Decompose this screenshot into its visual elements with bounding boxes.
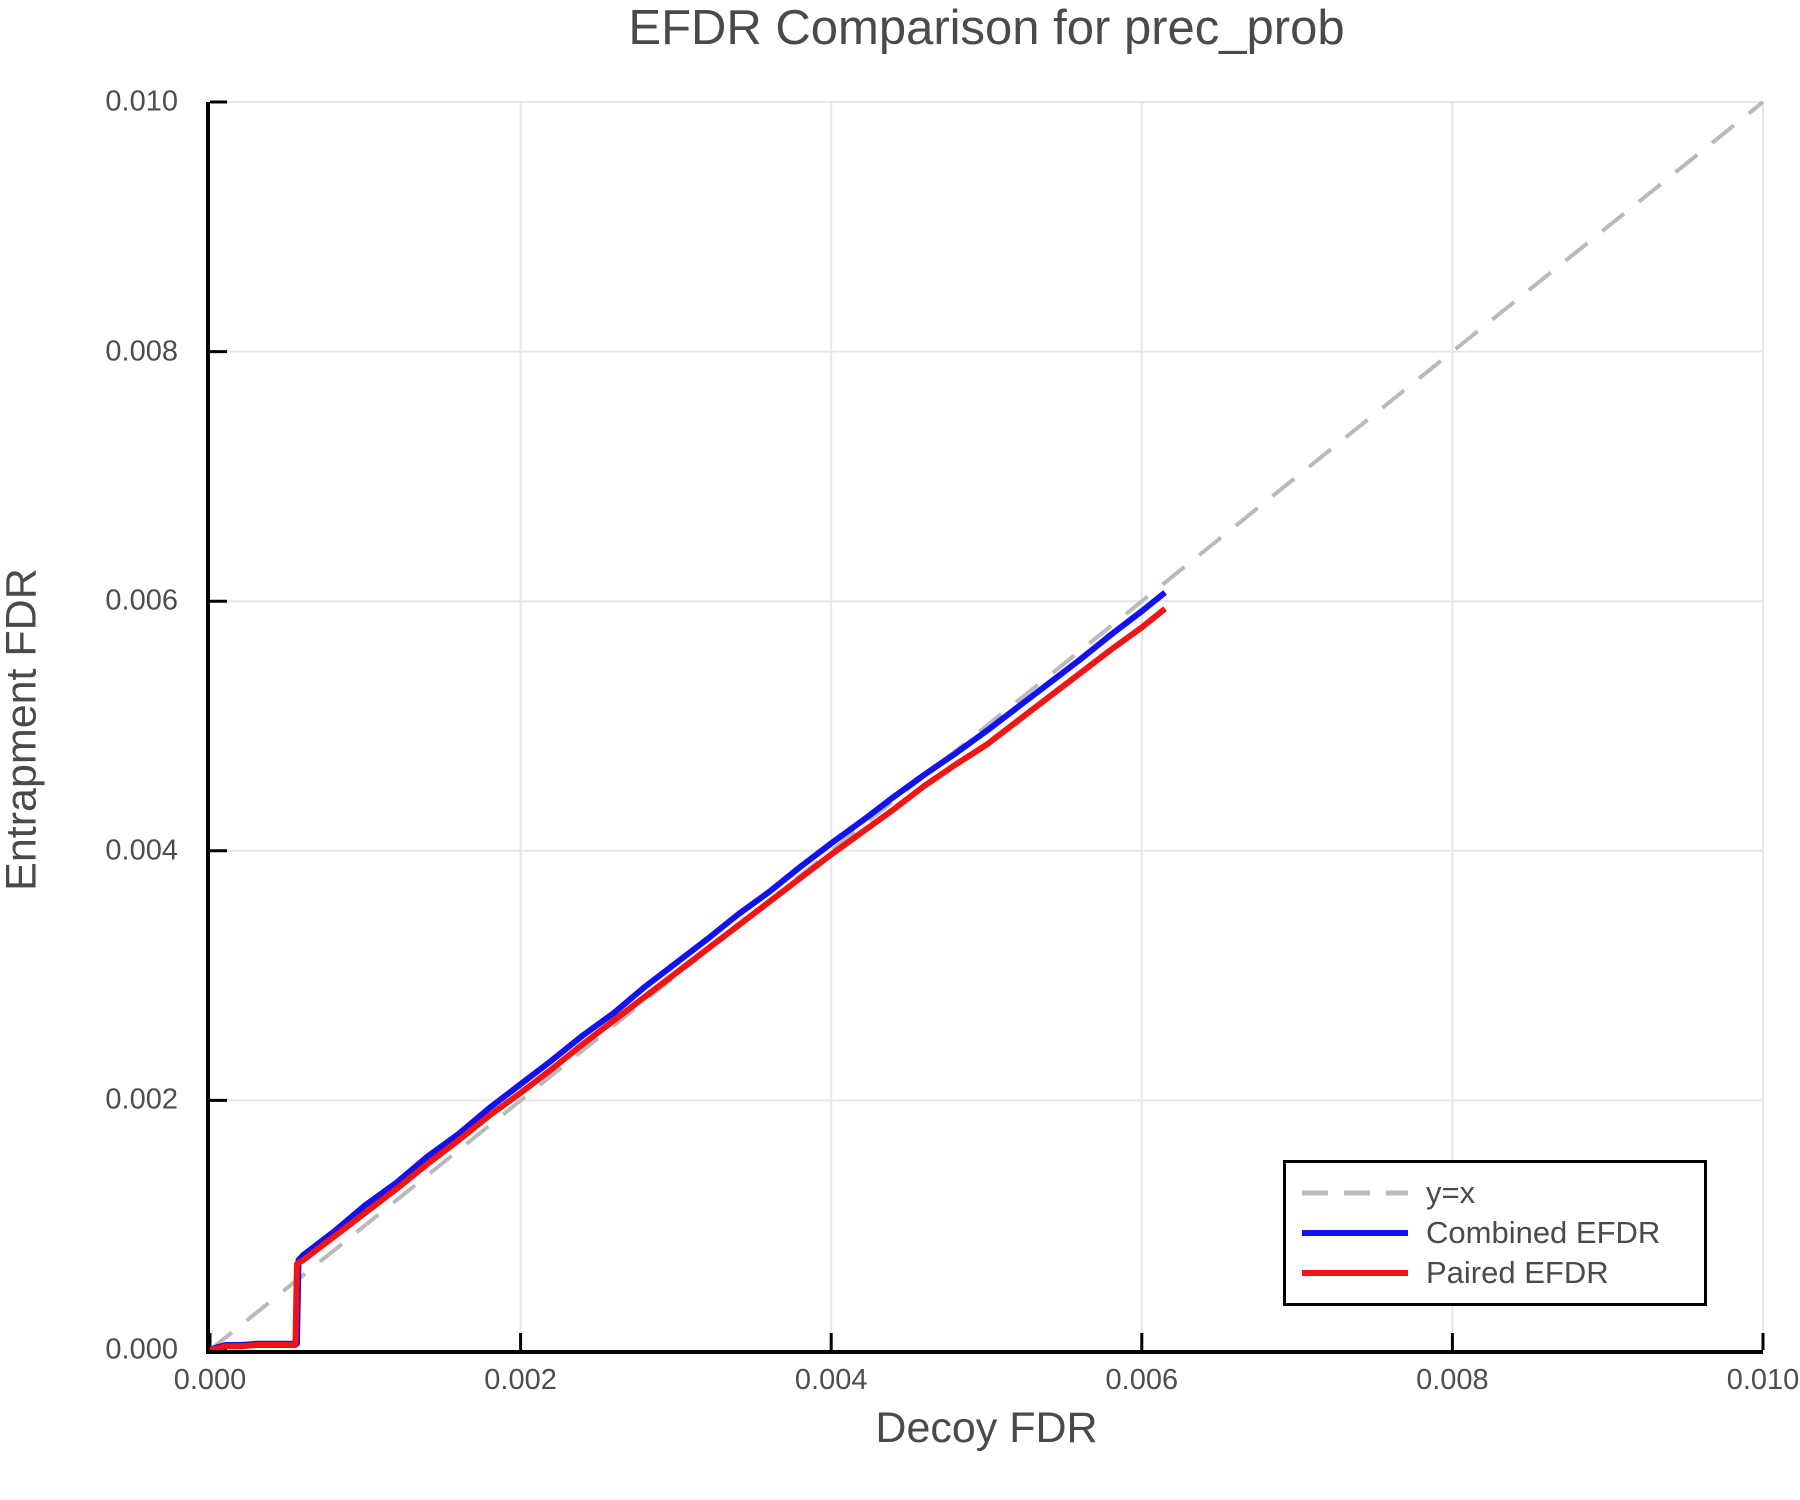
legend-item-paired-efdr: Paired EFDR bbox=[1302, 1253, 1704, 1293]
legend: y=x Combined EFDR Paired EFDR bbox=[1283, 1160, 1707, 1306]
x-tick-label: 0.010 bbox=[1726, 1364, 1800, 1396]
plot-canvas bbox=[208, 100, 1765, 1353]
legend-label: Combined EFDR bbox=[1426, 1215, 1661, 1250]
y-axis-title: Entrapment FDR bbox=[0, 568, 46, 891]
y-tick-label: 0.002 bbox=[105, 1083, 178, 1116]
y-tick-label: 0.006 bbox=[105, 584, 178, 617]
y-tick-label: 0.010 bbox=[105, 85, 178, 118]
y-tick-label: 0.004 bbox=[105, 834, 178, 867]
x-tick-label: 0.006 bbox=[1105, 1364, 1179, 1396]
legend-swatch-combined-line bbox=[1302, 1230, 1408, 1236]
y-tick-label: 0.008 bbox=[105, 335, 178, 368]
y-tick-label: 0.000 bbox=[105, 1333, 178, 1366]
chart-title: EFDR Comparison for prec_prob bbox=[628, 1, 1345, 55]
legend-swatch-paired-line bbox=[1302, 1270, 1408, 1276]
legend-item-combined-efdr: Combined EFDR bbox=[1302, 1213, 1704, 1253]
y-axis-spine bbox=[206, 102, 210, 1354]
x-tick-label: 0.008 bbox=[1416, 1364, 1489, 1396]
legend-swatch-dashed-line bbox=[1302, 1190, 1408, 1196]
series-line-y-x bbox=[208, 100, 1765, 1352]
series-line-paired-efdr bbox=[209, 606, 1167, 1353]
x-tick-label: 0.004 bbox=[794, 1364, 868, 1396]
x-axis-title: Decoy FDR bbox=[875, 1404, 1098, 1452]
x-axis-spine bbox=[206, 1350, 1763, 1354]
legend-item-y-equals-x: y=x bbox=[1302, 1173, 1704, 1213]
legend-label: y=x bbox=[1426, 1175, 1476, 1210]
x-tick-label: 0.000 bbox=[173, 1364, 247, 1396]
series-line-combined-efdr bbox=[208, 590, 1167, 1353]
x-tick-label: 0.002 bbox=[484, 1364, 557, 1396]
legend-label: Paired EFDR bbox=[1426, 1255, 1609, 1290]
plot-area: y=x Combined EFDR Paired EFDR bbox=[206, 100, 1765, 1354]
